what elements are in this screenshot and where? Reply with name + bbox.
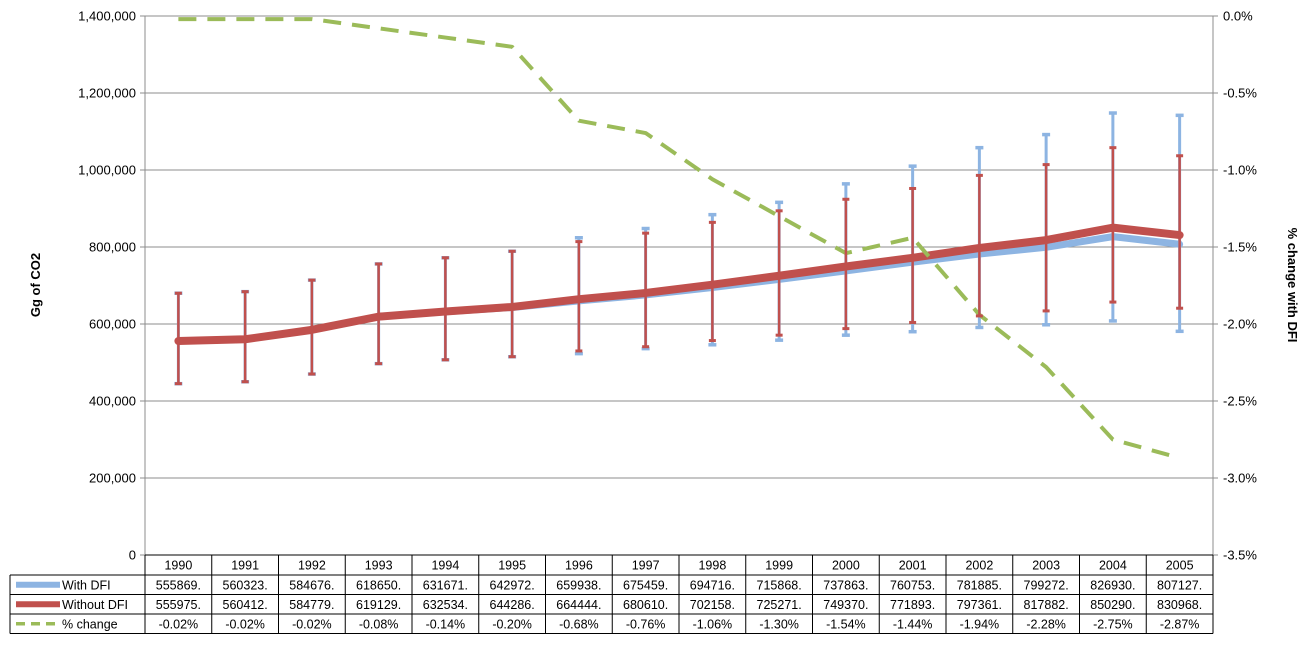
x-tick-label: 2005 [1166,559,1194,573]
x-tick-label: 1999 [765,559,793,573]
y2-tick-label: -1.0% [1223,163,1257,178]
table-cell: 737863. [823,578,868,592]
table-cell: -2.75% [1093,617,1133,631]
table-cell: -1.54% [826,617,866,631]
y2-tick-label: 0.0% [1223,9,1253,24]
table-cell: -0.76% [626,617,666,631]
table-cell: -2.28% [1026,617,1066,631]
legend-label: With DFI [62,578,111,592]
table-cell: -1.94% [960,617,1000,631]
table-cell: 632534. [423,598,468,612]
legend-label: Without DFI [62,598,128,612]
y2-axis-tick-labels: -3.5% -3.0% -2.5% -2.0% -1.5% -1.0% -0.5% 0.0% [1223,9,1257,563]
table-cell: -0.68% [559,617,599,631]
table-cell: 631671. [423,578,468,592]
table-cell: 555975. [156,598,201,612]
y-axis-tick-labels: 0 200,000 400,000 600,000 800,000 1,000,000 1,… [78,9,136,563]
table-cell: 664444. [556,598,601,612]
table-cell: 749370. [823,598,868,612]
table-cell: 619129. [356,598,401,612]
table-cell: 725271. [757,598,802,612]
y2-tick-label: -1.5% [1223,240,1257,255]
table-cell: 555869. [156,578,201,592]
x-tick-label: 2002 [965,559,993,573]
x-tick-label: 1992 [298,559,326,573]
series-lines [174,17,1184,460]
table-cell: -0.02% [159,617,199,631]
table-cell: 680610. [623,598,668,612]
table-cell: 618650. [356,578,401,592]
table-cell: -0.02% [292,617,332,631]
table-cell: 771893. [890,598,935,612]
table-cell: 659938. [556,578,601,592]
table-cell: 807127. [1157,578,1202,592]
table-cell: 560323. [223,578,268,592]
x-tick-label: 2000 [832,559,860,573]
axes [140,15,1218,556]
x-tick-label: 1991 [231,559,259,573]
table-cell: 715868. [757,578,802,592]
table-cell: 817882. [1024,598,1069,612]
x-tick-label: 1996 [565,559,593,573]
x-tick-label: 1998 [698,559,726,573]
table-cell: 584779. [289,598,334,612]
table-cell: 781885. [957,578,1002,592]
x-tick-label: 1995 [498,559,526,573]
table-cell: -1.30% [759,617,799,631]
legend-label: % change [62,617,118,631]
table-cell: -0.14% [426,617,466,631]
without-dfi-error-bars [174,146,1184,386]
y2-tick-label: -2.0% [1223,317,1257,332]
y2-tick-label: -3.5% [1223,548,1257,563]
y2-tick-label: -3.0% [1223,471,1257,486]
y-tick-label: 400,000 [89,394,136,409]
table-cell: 797361. [957,598,1002,612]
table-cell: 826930. [1090,578,1135,592]
x-tick-label: 2001 [899,559,927,573]
table-cell: 675459. [623,578,668,592]
x-tick-label: 1990 [164,559,192,573]
y2-tick-label: -2.5% [1223,394,1257,409]
y-tick-label: 800,000 [89,240,136,255]
y-tick-label: 200,000 [89,471,136,486]
table-cell: 642972. [490,578,535,592]
table-cell: -2.87% [1160,617,1200,631]
table-cell: -1.44% [893,617,933,631]
data-table: 1990 1991 1992 1993 1994 1995 1996 1997 1998 1999… [9,554,1214,634]
y-tick-label: 600,000 [89,317,136,332]
x-tick-label: 1993 [365,559,393,573]
table-cell: -0.02% [225,617,265,631]
table-cell: 694716. [690,578,735,592]
table-cell: 584676. [289,578,334,592]
table-cell: -0.08% [359,617,399,631]
table-cell: -0.20% [492,617,532,631]
x-tick-label: 2003 [1032,559,1060,573]
x-tick-label: 2004 [1099,559,1127,573]
x-tick-label: 1997 [632,559,660,573]
table-cell: 702158. [690,598,735,612]
y-tick-label: 1,000,000 [78,163,136,178]
y2-axis-title: % change with DFI [1285,228,1298,343]
y-axis-title: Gg of CO2 [28,253,43,317]
table-cell: 850290. [1090,598,1135,612]
table-cell: 560412. [223,598,268,612]
without-dfi-line [174,223,1184,345]
y-tick-label: 1,400,000 [78,9,136,24]
y-tick-label: 0 [129,548,136,563]
table-cell: 799272. [1024,578,1069,592]
y-tick-label: 1,200,000 [78,86,136,101]
table-cell: -1.06% [693,617,733,631]
table-cell: 830968. [1157,598,1202,612]
y2-tick-label: -0.5% [1223,86,1257,101]
x-tick-label: 1994 [431,559,459,573]
table-cell: 760753. [890,578,935,592]
table-cell: 644286. [490,598,535,612]
